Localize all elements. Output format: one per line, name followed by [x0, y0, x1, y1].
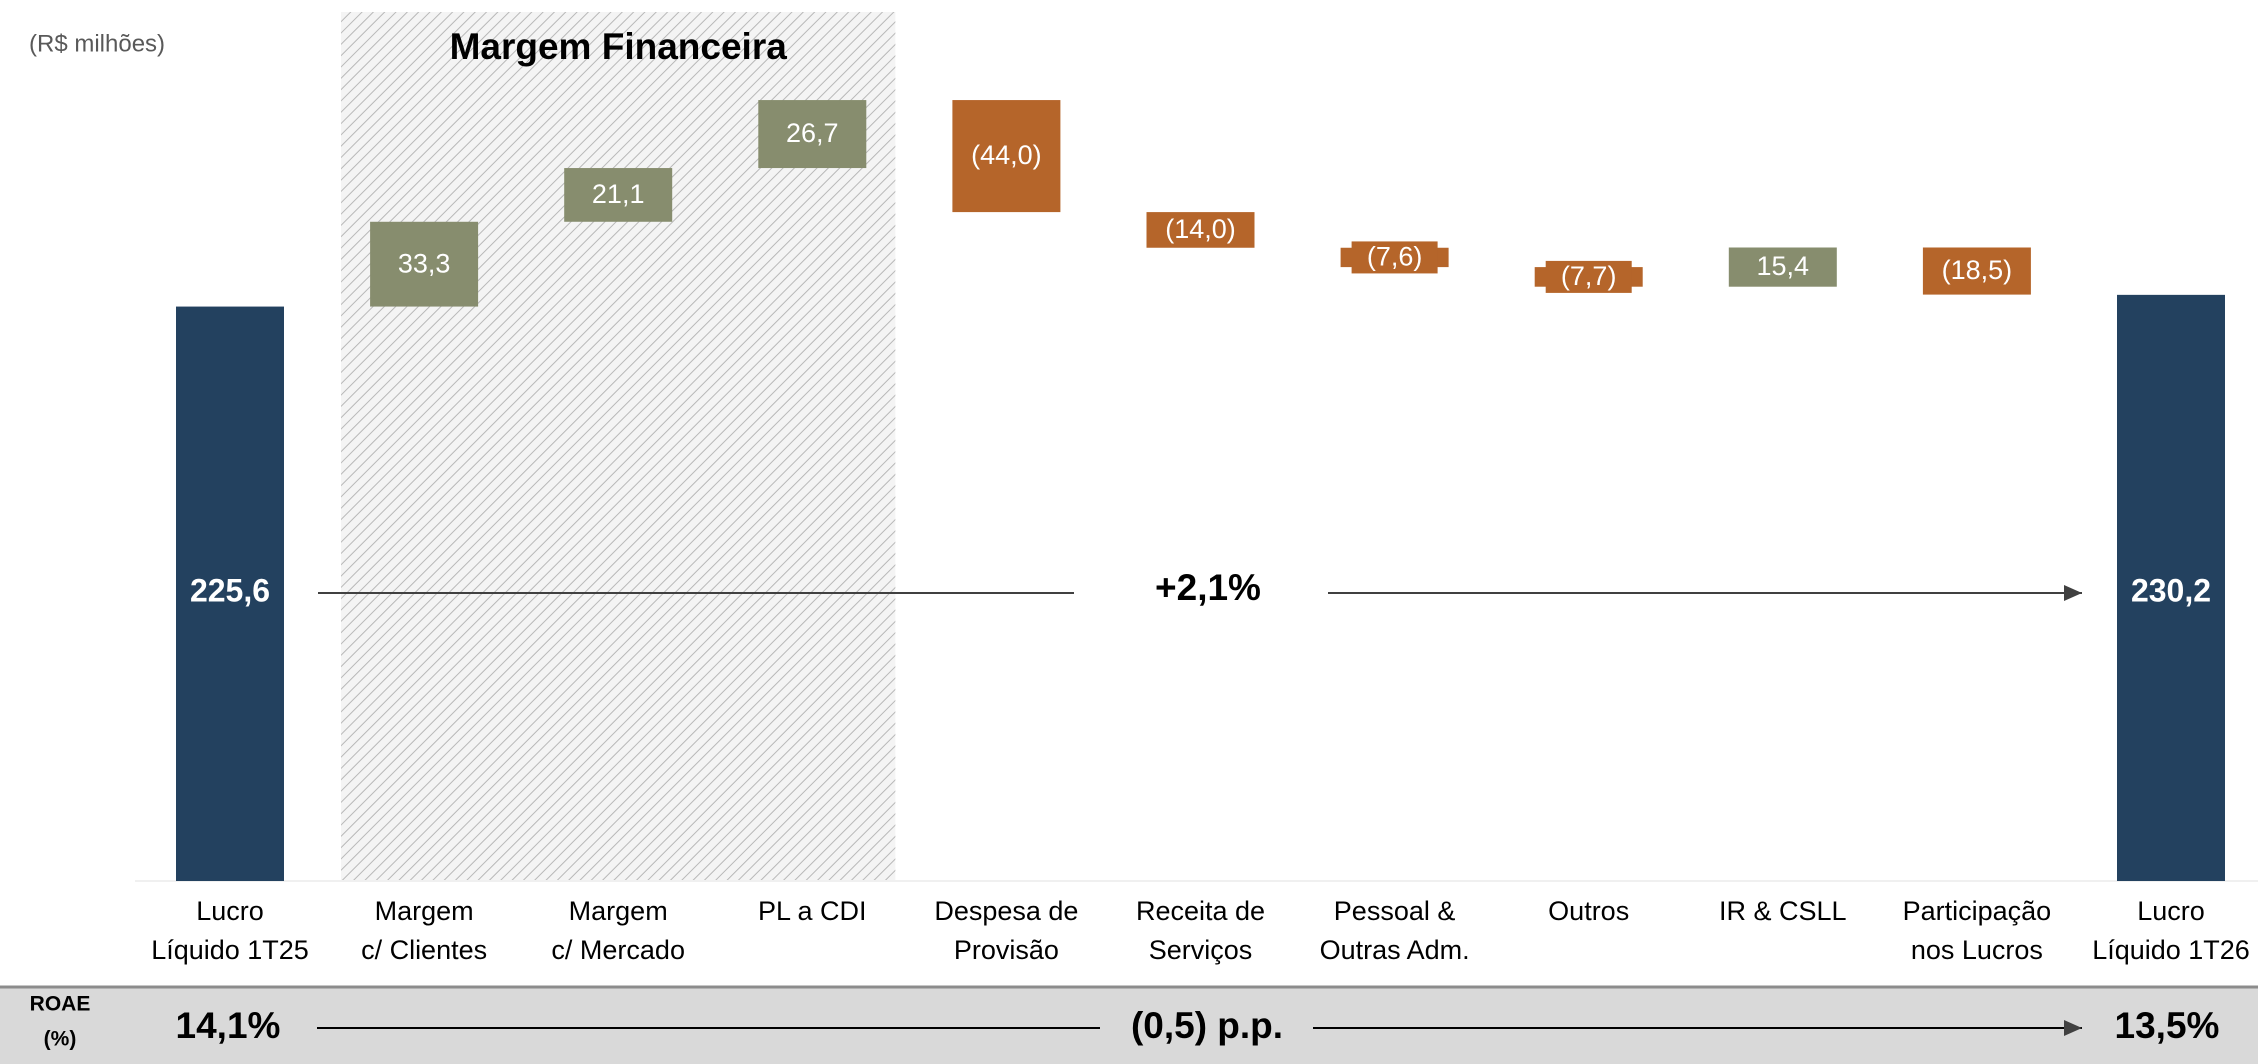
- x-tick-label: IR & CSLL: [1719, 896, 1847, 926]
- value-label: (18,5): [1942, 255, 2013, 285]
- bar: [2117, 294, 2225, 881]
- value-label: 230,2: [2131, 572, 2211, 608]
- x-tick-label: Participação: [1903, 896, 2052, 926]
- x-tick-label: nos Lucros: [1911, 935, 2043, 965]
- x-tick-label: c/ Clientes: [361, 935, 487, 965]
- roae-label: ROAE: [30, 993, 91, 1016]
- bar: [758, 100, 867, 169]
- roae-label: (%): [44, 1028, 77, 1051]
- x-tick-label: Lucro: [2137, 896, 2205, 926]
- x-tick-label: Outros: [1548, 896, 1629, 926]
- x-tick-label: Despesa de: [934, 896, 1078, 926]
- x-tick-label: Margem: [569, 896, 668, 926]
- x-tick-label: PL a CDI: [758, 896, 867, 926]
- value-label: 21,1: [592, 179, 645, 209]
- x-tick-label: Lucro: [196, 896, 264, 926]
- value-label: 15,4: [1757, 251, 1810, 281]
- value-label-bg: [1545, 260, 1632, 293]
- value-label-bg: [1351, 241, 1438, 274]
- roae-start: 14,1%: [176, 1005, 281, 1046]
- bar: [1922, 247, 2031, 295]
- x-tick-label: Líquido 1T26: [2092, 935, 2250, 965]
- value-label: 225,6: [190, 572, 270, 608]
- change-label: +2,1%: [1155, 567, 1261, 608]
- bar: [1728, 247, 1837, 287]
- roae-end: 13,5%: [2115, 1005, 2220, 1046]
- x-tick-label: Provisão: [954, 935, 1059, 965]
- bar: [564, 168, 673, 222]
- x-tick-label: Outras Adm.: [1320, 935, 1470, 965]
- bar: [370, 221, 479, 307]
- bar: [1146, 212, 1255, 248]
- value-label: (44,0): [971, 140, 1042, 170]
- bar: [952, 100, 1061, 213]
- unit-note: (R$ milhões): [29, 30, 165, 57]
- value-label: (14,0): [1165, 214, 1236, 244]
- x-tick-label: c/ Mercado: [551, 935, 685, 965]
- group-title: Margem Financeira: [450, 26, 788, 67]
- roae-band: [0, 986, 2258, 1064]
- value-label: 33,3: [398, 248, 451, 278]
- value-label: 26,7: [786, 118, 839, 148]
- value-label: (7,6): [1367, 242, 1423, 272]
- x-tick-label: Margem: [375, 896, 474, 926]
- x-tick-label: Receita de: [1136, 896, 1265, 926]
- bar: [176, 306, 284, 881]
- x-tick-label: Serviços: [1149, 935, 1253, 965]
- x-tick-label: Líquido 1T25: [151, 935, 309, 965]
- value-label: (7,7): [1561, 261, 1617, 291]
- x-tick-label: Pessoal &: [1334, 896, 1456, 926]
- roae-change: (0,5) p.p.: [1131, 1005, 1283, 1046]
